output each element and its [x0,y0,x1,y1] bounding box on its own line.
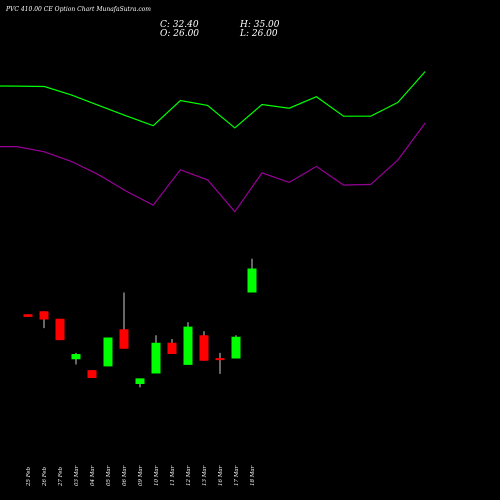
high-value: H: 35.00 [240,20,280,30]
x-tick-label: 26 Feb [42,466,48,487]
lower-band-line [0,122,426,213]
candle-body [183,326,193,365]
candle-body [87,370,97,378]
x-tick-label: 17 Mar [234,465,240,486]
x-tick-label: 18 Mar [250,465,256,486]
candle-body [71,354,81,360]
candle-body [151,342,161,374]
x-tick-label: 04 Mar [90,465,96,486]
low-value: L: 26.00 [240,29,278,39]
x-tick-label: 03 Mar [74,465,80,486]
candle-body [119,329,129,349]
upper-band-line [0,71,426,129]
candle-body [231,336,241,359]
x-tick-label: 05 Mar [106,465,112,486]
candle-body [55,318,65,341]
x-tick-label: 09 Mar [138,465,144,486]
chart-title: PVC 410.00 CE Option Chart MunafaSutra.c… [6,6,151,13]
x-tick-label: 12 Mar [186,465,192,486]
x-tick-label: 10 Mar [154,465,160,486]
x-tick-label: 27 Feb [58,466,64,487]
candle-body [199,335,209,361]
x-tick-label: 25 Feb [26,466,32,487]
x-tick-label: 06 Mar [122,465,128,486]
x-tick-label: 11 Mar [170,465,176,486]
candle-body [167,342,177,354]
candle-body [103,337,113,367]
candle-body [135,378,145,384]
candle-body [247,268,257,293]
candle-body [39,311,49,320]
candle-body [23,314,33,317]
open-value: O: 26.00 [160,29,200,39]
x-tick-label: 13 Mar [202,465,208,486]
candle-body [215,358,225,361]
close-value: C: 32.40 [160,20,199,30]
x-tick-label: 16 Mar [218,465,224,486]
